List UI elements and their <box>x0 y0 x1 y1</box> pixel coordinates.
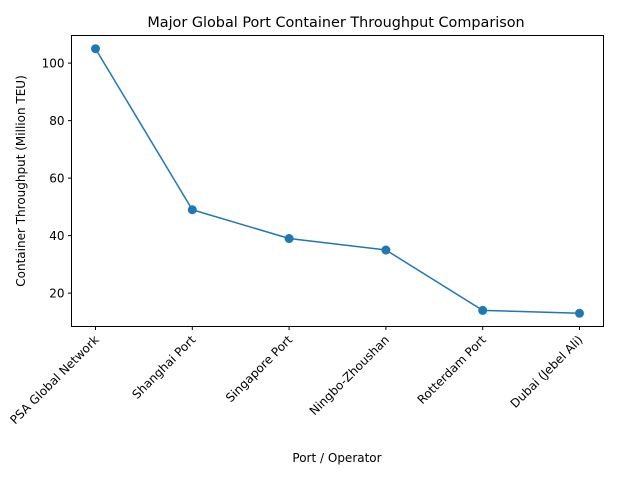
x-tick-label: Rotterdam Port <box>415 333 489 407</box>
y-tick-label: 60 <box>49 172 64 186</box>
y-tick-label: 40 <box>49 229 64 243</box>
y-axis: 20 40 60 80 100 <box>42 57 72 301</box>
x-tick-label: Dubai (Jebel Ali) <box>508 333 586 411</box>
data-point <box>478 305 488 315</box>
data-point <box>91 44 100 54</box>
x-axis-label: Port / Operator <box>292 451 381 465</box>
y-tick-label: 100 <box>42 57 65 71</box>
plot-frame <box>71 35 604 327</box>
y-axis-label: Container Throughput (Million TEU) <box>14 75 28 286</box>
data-point <box>381 245 391 255</box>
x-tick-label: Singapore Port <box>223 333 295 405</box>
x-tick-label: Ningbo-Zhoushan <box>307 333 392 418</box>
data-point <box>575 308 584 318</box>
y-tick-label: 20 <box>49 287 64 301</box>
series-line <box>94 48 580 315</box>
x-tick-label: PSA Global Network <box>7 333 101 427</box>
x-axis: PSA Global Network Shanghai Port Singapore… <box>7 326 586 427</box>
y-tick-label: 80 <box>49 114 64 128</box>
data-point <box>187 205 197 215</box>
series-layer <box>91 44 584 318</box>
data-point <box>284 234 294 244</box>
chart-title: Major Global Port Container Throughput C… <box>147 15 524 31</box>
x-tick-label: Shanghai Port <box>129 333 198 402</box>
